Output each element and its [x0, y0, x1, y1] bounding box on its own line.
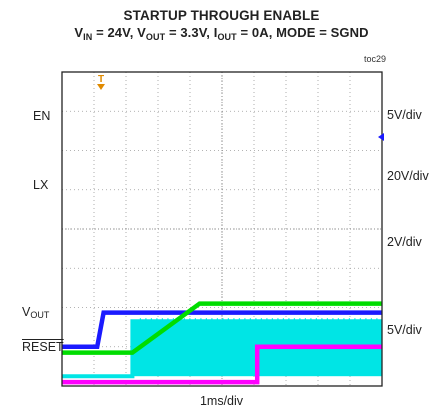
figure-id: toc29 [363, 54, 386, 64]
scale-reset: 5V/div [387, 323, 422, 337]
scale-vout: 2V/div [387, 235, 422, 249]
trace-en [62, 310, 382, 349]
trace-vout [62, 301, 382, 355]
label-reset: RESET [22, 340, 64, 354]
plot-frame [61, 71, 383, 387]
traces [62, 301, 382, 385]
scale-en: 5V/div [387, 108, 422, 122]
trace-reset [62, 344, 382, 385]
chart-title-line1: STARTUP THROUGH ENABLE [123, 8, 320, 23]
scale-lx: 20V/div [387, 169, 429, 183]
grid [62, 72, 382, 386]
trigger-marker-label: T [98, 74, 104, 85]
level-marker-icon [378, 133, 384, 141]
chart-title-line2: VIN = 24V, VOUT = 3.3V, IOUT = 0A, MODE … [74, 25, 369, 42]
label-lx: LX [33, 178, 49, 192]
label-vout: VOUT [22, 305, 50, 320]
trigger-arrow-icon [97, 84, 105, 90]
trigger-marker: T [97, 74, 105, 90]
label-en: EN [33, 109, 51, 123]
x-scale-label: 1ms/div [199, 394, 244, 408]
